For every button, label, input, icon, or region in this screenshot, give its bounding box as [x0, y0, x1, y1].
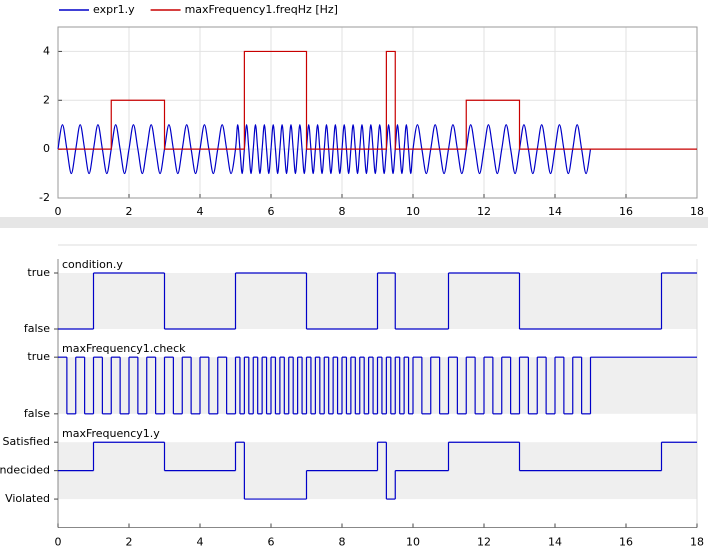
x-tick-label: 12 [477, 205, 491, 218]
y-tick-label: Violated [5, 492, 50, 505]
x-tick-label: 18 [690, 205, 704, 218]
x-tick-label: 10 [406, 536, 420, 549]
x-tick-label: 16 [619, 536, 633, 549]
subplot-title: maxFrequency1.y [62, 427, 160, 440]
y-tick-label: 2 [43, 93, 50, 106]
x-tick-label: 2 [126, 536, 133, 549]
x-tick-label: 8 [339, 536, 346, 549]
y-tick-label: Undecided [0, 464, 50, 477]
subplot-title: maxFrequency1.check [62, 342, 186, 355]
y-tick-label: false [24, 407, 50, 420]
panel-divider [0, 217, 708, 228]
y-tick-label: 4 [43, 44, 50, 57]
series-line [58, 50, 697, 150]
x-tick-label: 6 [268, 205, 275, 218]
x-tick-label: 6 [268, 536, 275, 549]
x-tick-label: 8 [339, 205, 346, 218]
x-tick-label: 14 [548, 205, 562, 218]
y-tick-label: Satisfied [2, 435, 50, 448]
legend-label: expr1.y [93, 3, 135, 16]
y-tick-label: 0 [43, 142, 50, 155]
legend-label: maxFrequency1.freqHz [Hz] [185, 3, 338, 16]
x-tick-label: 14 [548, 536, 562, 549]
x-tick-label: 0 [55, 205, 62, 218]
x-tick-label: 12 [477, 536, 491, 549]
y-tick-label: true [27, 350, 50, 363]
x-tick-label: 16 [619, 205, 633, 218]
plot-frame [57, 26, 698, 199]
subplot-title: condition.y [62, 258, 123, 271]
y-tick-label: true [27, 266, 50, 279]
x-tick-label: 10 [406, 205, 420, 218]
y-tick-label: false [24, 322, 50, 335]
x-tick-label: 2 [126, 205, 133, 218]
x-tick-label: 0 [55, 536, 62, 549]
x-tick-label: 18 [690, 536, 704, 549]
x-tick-label: 4 [197, 205, 204, 218]
y-tick-label: -2 [39, 191, 50, 204]
x-tick-label: 4 [197, 536, 204, 549]
